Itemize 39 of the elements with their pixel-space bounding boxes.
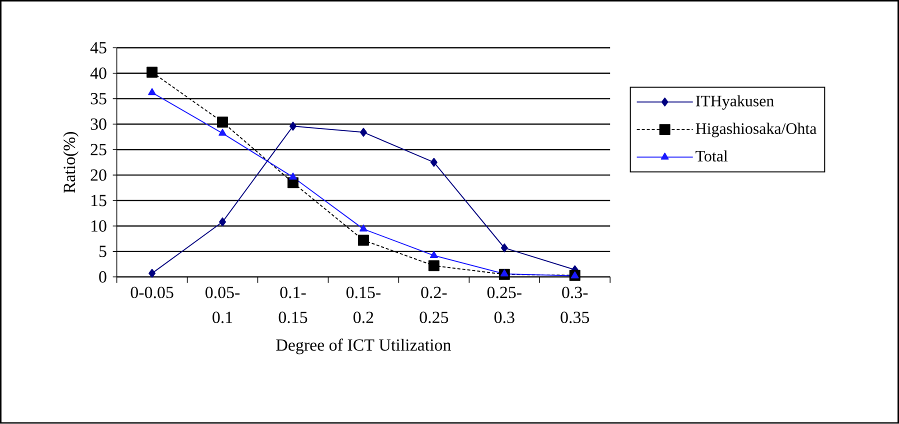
point xyxy=(428,260,440,272)
point xyxy=(358,234,369,246)
point xyxy=(218,128,226,136)
y-tick-label: 25 xyxy=(90,144,106,156)
x-tick-label: 0.2-0.25 xyxy=(420,286,448,324)
point xyxy=(570,272,579,278)
point xyxy=(148,88,156,96)
y-tick-label: 10 xyxy=(92,220,106,232)
point xyxy=(148,268,156,278)
x-tick-label: 0.15-0.2 xyxy=(346,286,380,324)
y-tick-label: 40 xyxy=(90,68,106,80)
point xyxy=(290,122,296,131)
y-tick-label: 45 xyxy=(90,42,106,54)
y-tick-label: 30 xyxy=(90,118,106,130)
point xyxy=(217,116,228,128)
point xyxy=(430,158,438,167)
point xyxy=(219,218,226,227)
x-tick-label: 0.3-0.35 xyxy=(560,286,590,324)
point xyxy=(360,128,367,137)
legend-label: ITHyakusen xyxy=(696,95,774,110)
y-tick-label: 0 xyxy=(99,271,106,283)
point xyxy=(500,269,508,276)
point xyxy=(500,244,508,252)
y-axis-title: Ratio(%) xyxy=(63,132,79,194)
x-tick-label: 0.05-0.1 xyxy=(206,286,240,324)
y-tick-label: 15 xyxy=(92,194,106,206)
point xyxy=(289,172,297,180)
point xyxy=(360,224,368,232)
x-axis-title: Degree of ICT Utilization xyxy=(276,338,451,354)
x-tick-label: 0-0.05 xyxy=(130,286,174,298)
y-tick-label: 5 xyxy=(99,246,106,258)
y-tick-label: 20 xyxy=(90,169,106,181)
y-tick-label: 35 xyxy=(90,93,106,105)
legend-label: Total xyxy=(696,150,728,162)
point xyxy=(430,251,438,258)
x-tick-label: 0.25-0.3 xyxy=(487,286,522,324)
legend-label: Higashiosaka/Ohta xyxy=(696,122,816,138)
point xyxy=(146,66,158,78)
x-tick-label: 0.1-0.15 xyxy=(278,286,308,324)
